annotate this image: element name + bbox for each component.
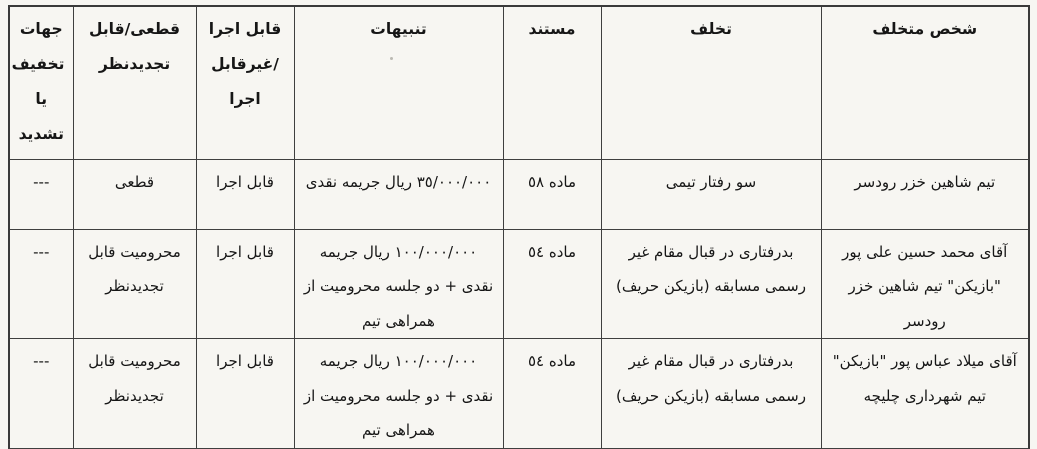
cell-penalties: ١٠٠/٠٠٠/٠٠٠ ریال جریمه نقدی + دو جلسه مح… [293, 338, 504, 449]
cell-offender: تیم شاهین خزر رودسر [820, 158, 1030, 230]
disciplinary-table: شخص متخلف تخلف مستند تنبیهات قابل اجرا /… [8, 5, 1030, 449]
cell-violation: بدرفتاری در قبال مقام غیر رسمی مسابقه (ب… [600, 228, 822, 339]
cell-mitigation: --- [8, 338, 74, 449]
header-cell-mitigation: جهات تخفیف یا تشدید [8, 5, 74, 160]
header-cell-offender: شخص متخلف [820, 5, 1030, 160]
cell-penalties: ١٠٠/٠٠٠/٠٠٠ ریال جریمه نقدی + دو جلسه مح… [293, 228, 504, 339]
header-cell-violation: تخلف [600, 5, 822, 160]
cell-executable: قابل اجرا [195, 228, 295, 339]
scan-artifact-speck [390, 57, 393, 60]
scanned-document-page: { "page": { "background": "#f7f6f2", "bo… [8, 5, 1030, 449]
cell-finality: قطعی [72, 158, 197, 230]
header-cell-reference: مستند [502, 5, 602, 160]
cell-finality: محرومیت قابل تجدیدنظر [72, 338, 197, 449]
cell-reference: ماده ٥٤ [502, 338, 602, 449]
table-row: آقای محمد حسین علی پور "بازیکن" تیم شاهی… [8, 228, 1030, 339]
header-cell-executable: قابل اجرا /غیرقابل اجرا [195, 5, 295, 160]
table-row: آقای میلاد عباس پور "بازیکن" تیم شهرداری… [8, 338, 1030, 449]
table-row: تیم شاهین خزر رودسر سو رفتار تیمی ماده ٥… [8, 158, 1030, 230]
cell-offender: آقای میلاد عباس پور "بازیکن" تیم شهرداری… [820, 338, 1030, 449]
cell-mitigation: --- [8, 228, 74, 339]
cell-reference: ماده ٥٨ [502, 158, 602, 230]
cell-violation: بدرفتاری در قبال مقام غیر رسمی مسابقه (ب… [600, 338, 822, 449]
header-cell-penalties: تنبیهات [293, 5, 504, 160]
table-header-row: شخص متخلف تخلف مستند تنبیهات قابل اجرا /… [8, 5, 1030, 160]
cell-finality: محرومیت قابل تجدیدنظر [72, 228, 197, 339]
cell-offender: آقای محمد حسین علی پور "بازیکن" تیم شاهی… [820, 228, 1030, 339]
cell-executable: قابل اجرا [195, 158, 295, 230]
cell-mitigation: --- [8, 158, 74, 230]
header-cell-finality: قطعی/قابل تجدیدنظر [72, 5, 197, 160]
cell-penalties: ٣٥/٠٠٠/٠٠٠ ریال جریمه نقدی [293, 158, 504, 230]
cell-executable: قابل اجرا [195, 338, 295, 449]
cell-violation: سو رفتار تیمی [600, 158, 822, 230]
cell-reference: ماده ٥٤ [502, 228, 602, 339]
